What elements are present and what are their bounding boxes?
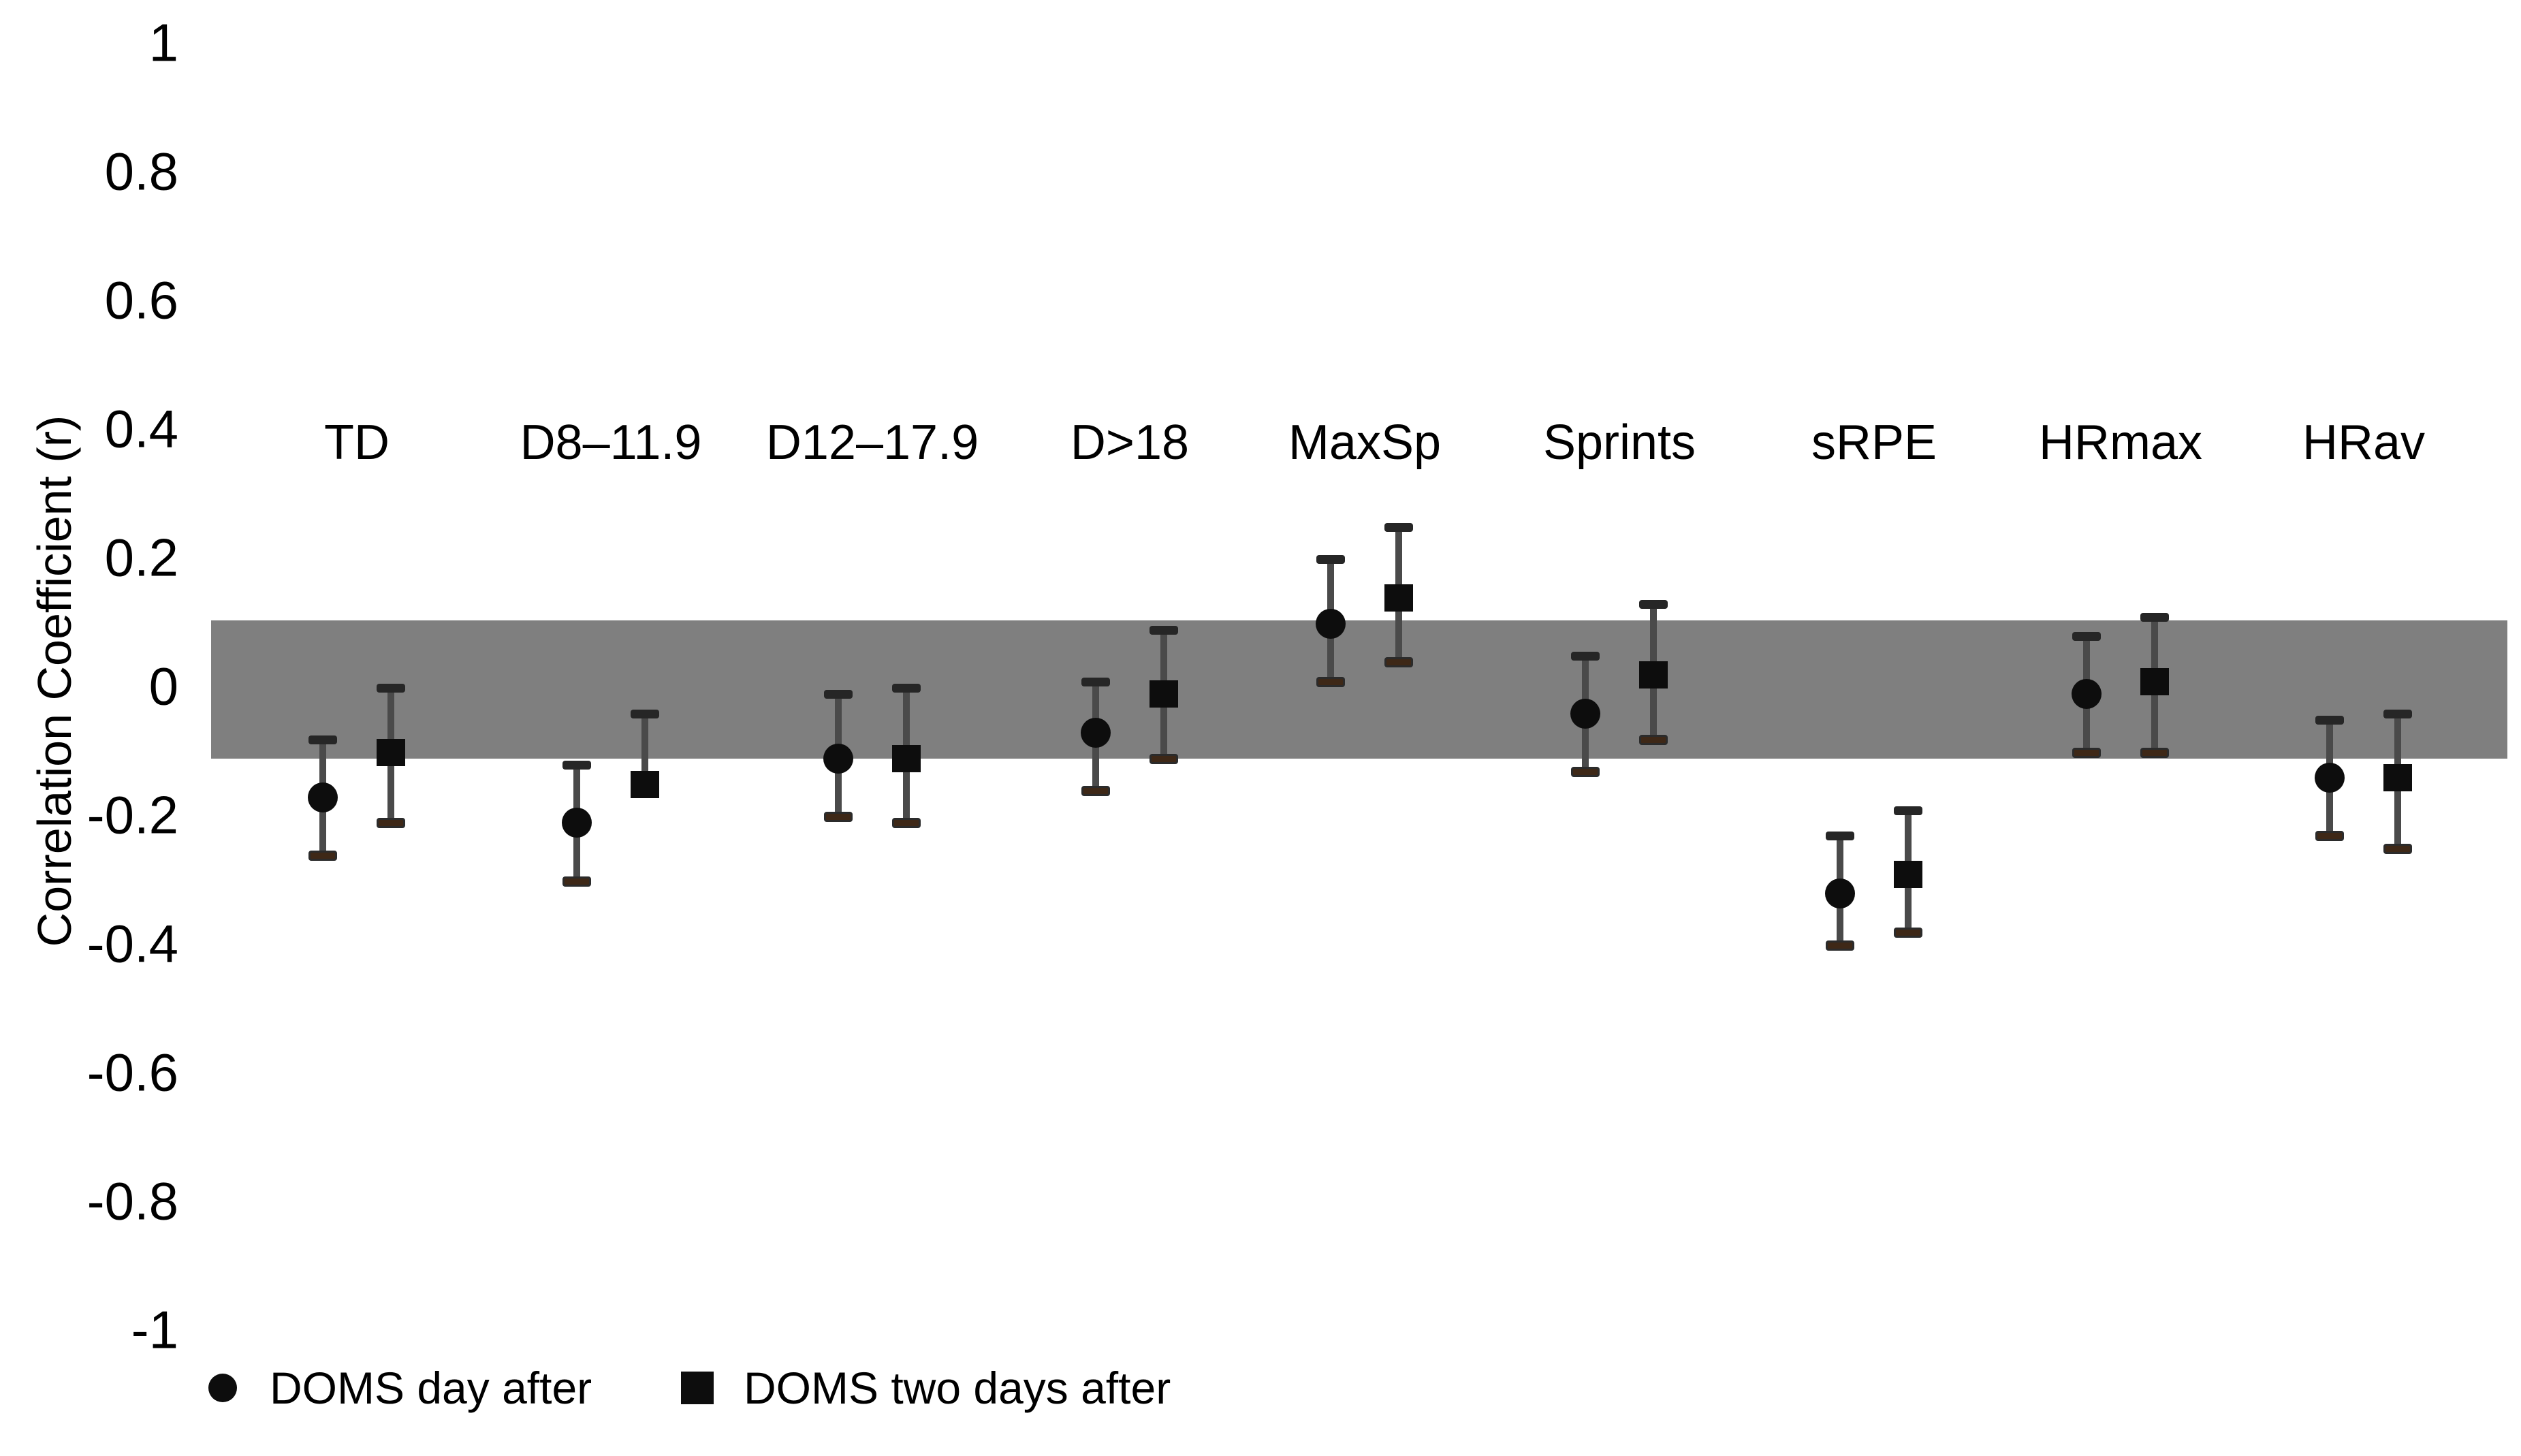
error-bar-lower-cap [1826, 940, 1854, 951]
y-tick-label: 0 [148, 656, 178, 716]
y-tick-label: 0.2 [104, 527, 178, 588]
square-marker-icon [681, 1372, 714, 1404]
error-bar-lower-cap [2140, 747, 2169, 758]
error-bar-lower-cap [2315, 831, 2344, 842]
data-point-circle [1570, 698, 1600, 729]
y-tick-label: -0.2 [86, 785, 178, 845]
y-tick-label: -0.6 [86, 1042, 178, 1103]
data-point-square [377, 738, 405, 766]
category-label: D8–11.9 [520, 415, 702, 470]
error-bar-upper-cap [1316, 555, 1345, 564]
data-point-circle [308, 782, 338, 812]
data-point-circle [2072, 679, 2102, 710]
legend-label-two-days-after: DOMS two days after [744, 1363, 1171, 1413]
error-bar-upper-cap [1894, 806, 1922, 815]
category-label: sRPE [1811, 415, 1937, 470]
error-bar-upper-cap [631, 709, 659, 718]
data-point-square [631, 770, 659, 798]
category-label: MaxSp [1288, 415, 1442, 470]
data-point-square [1894, 861, 1922, 889]
error-bar-lower-cap [2383, 844, 2412, 855]
error-bar-lower-cap [1149, 753, 1178, 764]
data-point-circle [1825, 879, 1855, 909]
error-bar-lower-cap [892, 818, 921, 829]
legend-item-day-after: DOMS day after [208, 1362, 592, 1414]
error-bar-lower-cap [1639, 734, 1668, 745]
error-bar-lower-cap [1571, 766, 1600, 777]
error-bar-lower-cap [2072, 747, 2101, 758]
category-label: HRav [2302, 415, 2426, 470]
y-tick-label: 0.8 [104, 141, 178, 202]
error-bar-lower-cap [1384, 657, 1413, 668]
legend-item-two-days-after: DOMS two days after [681, 1362, 1171, 1414]
data-point-circle [562, 808, 592, 838]
data-point-circle [1081, 718, 1111, 748]
error-bar-upper-cap [2140, 613, 2169, 622]
error-bar-upper-cap [1384, 522, 1413, 532]
data-point-circle [823, 743, 853, 774]
error-bar-upper-cap [308, 735, 337, 744]
y-tick-label: 0.6 [104, 270, 178, 330]
error-bar-lower-cap [377, 818, 405, 829]
error-bar-lower-cap [308, 850, 337, 861]
y-tick-label: 0.4 [104, 398, 178, 459]
y-tick-label: -0.8 [86, 1171, 178, 1231]
y-tick-label: -0.4 [86, 913, 178, 974]
error-bar-upper-cap [1571, 651, 1600, 661]
legend-label-day-after: DOMS day after [270, 1363, 592, 1413]
error-bar-lower-cap [824, 812, 853, 822]
data-point-square [892, 744, 921, 772]
error-bar-upper-cap [562, 761, 591, 770]
data-point-circle [1316, 608, 1346, 639]
data-point-square [2383, 764, 2412, 792]
error-bar-upper-cap [1149, 625, 1178, 635]
error-bar-stem [641, 713, 648, 785]
data-point-circle [2315, 763, 2345, 793]
data-point-square [2140, 667, 2169, 695]
error-bar-upper-cap [824, 690, 853, 699]
error-bar-upper-cap [1639, 600, 1668, 610]
y-tick-label: -1 [131, 1299, 178, 1360]
data-point-square [1384, 584, 1413, 612]
error-bar-upper-cap [2315, 716, 2344, 725]
legend: DOMS day after DOMS two days after [0, 1362, 2521, 1423]
error-bar-lower-cap [1894, 928, 1922, 938]
circle-marker-icon [208, 1374, 237, 1402]
category-label: D>18 [1070, 415, 1190, 470]
error-bar-lower-cap [1081, 786, 1110, 797]
trivial-correlation-band [211, 620, 2507, 759]
error-bar-upper-cap [1826, 832, 1854, 841]
category-label: Sprints [1542, 415, 1696, 470]
data-point-square [1639, 661, 1668, 689]
category-label: HRmax [2038, 415, 2203, 470]
category-label: TD [324, 415, 390, 470]
error-bar-lower-cap [562, 876, 591, 887]
category-label: D12–17.9 [765, 415, 979, 470]
data-point-square [1149, 680, 1178, 708]
y-tick-label: 1 [148, 12, 178, 73]
error-bar-lower-cap [1316, 676, 1345, 687]
error-bar-upper-cap [2383, 709, 2412, 718]
error-bar-upper-cap [892, 684, 921, 693]
error-bar-upper-cap [1081, 677, 1110, 686]
error-bar-upper-cap [377, 684, 405, 693]
error-bar-upper-cap [2072, 632, 2101, 642]
